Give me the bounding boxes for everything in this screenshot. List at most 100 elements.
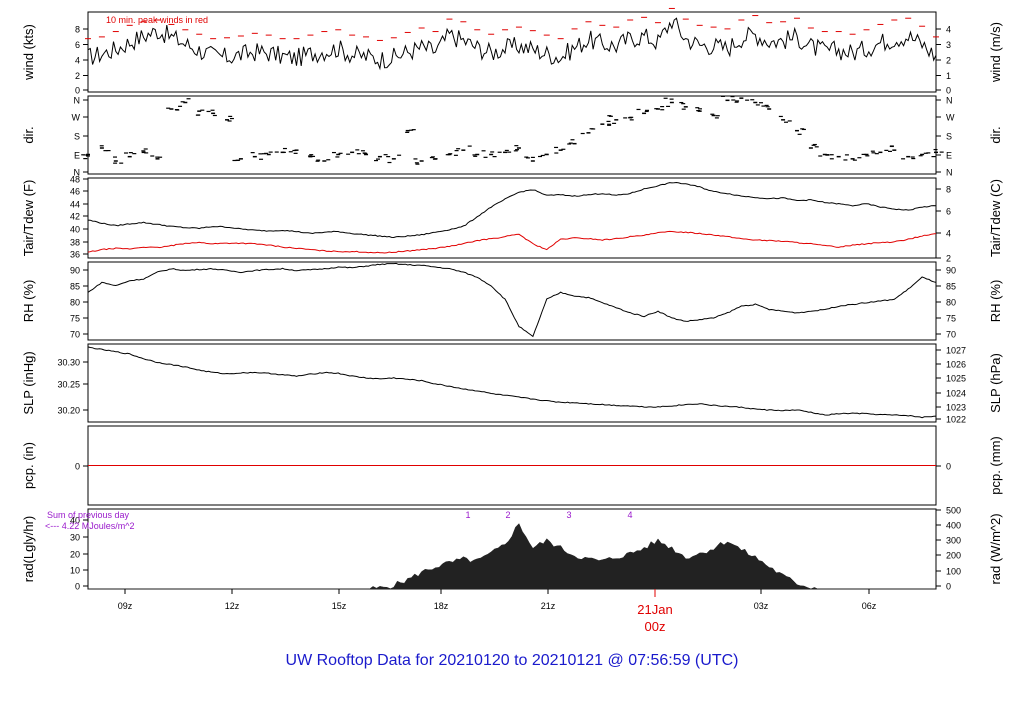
temp-series-1	[87, 230, 937, 254]
x-tick-label: 15z	[332, 601, 347, 611]
rad-left-tick-label: 10	[70, 566, 80, 576]
temp-left-tick-label: 44	[70, 200, 80, 210]
x-tick-label: 12z	[225, 601, 240, 611]
dir-right-tick-label: N	[946, 96, 953, 106]
wind-left-tick-label: 2	[75, 71, 80, 81]
pcp-ylabel-left: pcp. (in)	[21, 442, 36, 489]
dir-left-tick-label: N	[74, 168, 81, 178]
dir-ylabel-right: dir.	[988, 126, 1003, 143]
pcp-right-tick-label: 0	[946, 462, 951, 472]
wind-annotation: 10 min. peak winds in red	[106, 15, 208, 25]
pcp-ylabel-right: pcp. (mm)	[988, 436, 1003, 495]
dir-left-tick-label: S	[74, 132, 80, 142]
temp-right-tick-label: 2	[946, 254, 951, 264]
temp-ylabel-right: Tair/Tdew (C)	[988, 179, 1003, 257]
dir-frame	[87, 95, 937, 175]
footer-title: UW Rooftop Data for 20210120 to 20210121…	[286, 652, 739, 669]
rad-left-tick-label: 0	[75, 582, 80, 592]
dir-left-tick-label: W	[72, 113, 81, 123]
rh-left-tick-label: 75	[70, 314, 80, 324]
slp-right-tick-label: 1027	[946, 346, 966, 356]
rad-right-tick-label: 400	[946, 521, 961, 531]
rad-annotation-1: Sum of previous day	[47, 510, 130, 520]
rh-left-tick-label: 85	[70, 282, 80, 292]
temp-right-tick-label: 8	[946, 185, 951, 195]
wind-left-tick-label: 4	[75, 56, 80, 66]
wind-right-tick-label: 0	[946, 86, 951, 96]
rad-right-tick-label: 0	[946, 582, 951, 592]
temp-right-tick-label: 4	[946, 229, 951, 239]
rad-left-tick-label: 30	[70, 533, 80, 543]
slp-left-tick-label: 30.20	[57, 406, 80, 416]
wind-frame	[87, 11, 937, 93]
slp-right-tick-label: 1024	[946, 389, 966, 399]
wind-left-tick-label: 0	[75, 86, 80, 96]
dir-left-tick-label: E	[74, 151, 80, 161]
rad-right-tick-label: 200	[946, 551, 961, 561]
wind-left-tick-label: 8	[75, 25, 80, 35]
rh-ylabel-left: RH (%)	[21, 280, 36, 323]
rad-ylabel-right: rad (W/m^2)	[988, 513, 1003, 584]
rh-right-tick-label: 75	[946, 314, 956, 324]
x-tick-label: 18z	[434, 601, 449, 611]
slp-frame	[87, 343, 937, 423]
rad-ylabel-left: rad(Lgly/hr)	[21, 516, 36, 582]
wind-right-tick-label: 1	[946, 71, 951, 81]
rh-series-0	[87, 262, 937, 338]
rh-right-tick-label: 80	[946, 298, 956, 308]
temp-left-tick-label: 46	[70, 187, 80, 197]
rad-marker-3: 3	[566, 510, 571, 520]
temp-left-tick-label: 36	[70, 250, 80, 260]
slp-ylabel-left: SLP (inHg)	[21, 351, 36, 414]
x-tick-label: 03z	[754, 601, 769, 611]
temp-left-tick-label: 48	[70, 175, 80, 185]
x-tick-label: 21z	[541, 601, 556, 611]
x-tick-label: 06z	[862, 601, 877, 611]
slp-right-tick-label: 1026	[946, 360, 966, 370]
pcp-left-tick-label: 0	[75, 462, 80, 472]
dir-right-tick-label: S	[946, 132, 952, 142]
rad-right-tick-label: 300	[946, 536, 961, 546]
wind-ylabel-right: wind (m/s)	[988, 22, 1003, 83]
rh-left-tick-label: 80	[70, 298, 80, 308]
rad-right-tick-label: 500	[946, 506, 961, 516]
rh-right-tick-label: 85	[946, 282, 956, 292]
rad-marker-4: 4	[627, 510, 632, 520]
x-tick-label: 09z	[118, 601, 133, 611]
rh-left-tick-label: 70	[70, 330, 80, 340]
slp-right-tick-label: 1022	[946, 415, 966, 425]
rh-frame	[87, 261, 937, 341]
temp-left-tick-label: 38	[70, 238, 80, 248]
x-day-label: 21Jan	[637, 602, 672, 617]
dir-right-tick-label: W	[946, 113, 955, 123]
wind-right-tick-label: 3	[946, 40, 951, 50]
slp-ylabel-right: SLP (hPa)	[988, 353, 1003, 413]
temp-left-tick-label: 40	[70, 225, 80, 235]
rad-area	[88, 523, 936, 590]
slp-left-tick-label: 30.25	[57, 380, 80, 390]
rad-left-tick-label: 20	[70, 550, 80, 560]
rh-right-tick-label: 90	[946, 266, 956, 276]
dir-right-tick-label: N	[946, 168, 953, 178]
wind-right-tick-label: 2	[946, 56, 951, 66]
rh-left-tick-label: 90	[70, 266, 80, 276]
rad-left-tick-label: 40	[70, 516, 80, 526]
temp-right-tick-label: 6	[946, 207, 951, 217]
wind-left-tick-label: 6	[75, 40, 80, 50]
rh-right-tick-label: 70	[946, 330, 956, 340]
slp-left-tick-label: 30.30	[57, 358, 80, 368]
wind-right-tick-label: 4	[946, 25, 951, 35]
temp-left-tick-label: 42	[70, 212, 80, 222]
x-day-time: 00z	[645, 619, 666, 634]
wind-ylabel-left: wind (kts)	[21, 24, 36, 81]
wind-series-0	[87, 17, 937, 71]
rad-annotation-2: <--- 4.22 MJoules/m^2	[45, 521, 135, 531]
rad-right-tick-label: 100	[946, 567, 961, 577]
rh-ylabel-right: RH (%)	[988, 280, 1003, 323]
slp-right-tick-label: 1023	[946, 403, 966, 413]
dir-left-tick-label: N	[74, 96, 81, 106]
rad-marker-1: 1	[465, 510, 470, 520]
rad-marker-2: 2	[505, 510, 510, 520]
